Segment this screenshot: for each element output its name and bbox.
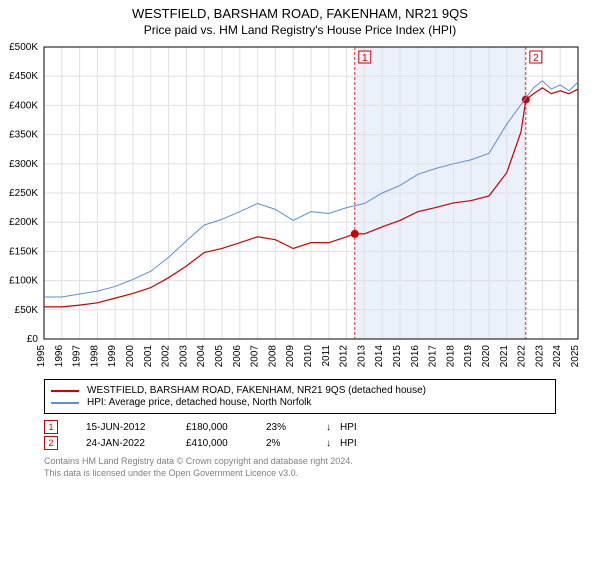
sale-marker: 1 <box>44 420 58 434</box>
svg-text:2007: 2007 <box>250 345 261 368</box>
svg-text:1995: 1995 <box>36 345 47 368</box>
sale-compare: HPI <box>340 438 380 449</box>
legend-swatch <box>51 402 79 404</box>
sale-diff: 23% <box>266 422 326 433</box>
svg-text:2017: 2017 <box>428 345 439 368</box>
legend: WESTFIELD, BARSHAM ROAD, FAKENHAM, NR21 … <box>44 379 556 414</box>
svg-text:£400K: £400K <box>9 100 38 111</box>
svg-text:£200K: £200K <box>9 217 38 228</box>
svg-text:2014: 2014 <box>374 345 385 368</box>
svg-text:2011: 2011 <box>321 345 332 367</box>
svg-text:2013: 2013 <box>356 345 367 368</box>
svg-text:2020: 2020 <box>481 345 492 368</box>
svg-text:2024: 2024 <box>552 345 563 368</box>
legend-swatch <box>51 390 79 392</box>
svg-text:£250K: £250K <box>9 188 38 199</box>
svg-text:2022: 2022 <box>517 345 528 368</box>
sale-row: 1 15-JUN-2012£180,00023%↓HPI <box>44 420 556 434</box>
page-subtitle: Price paid vs. HM Land Registry's House … <box>0 23 600 37</box>
svg-text:£350K: £350K <box>9 130 38 141</box>
svg-text:2015: 2015 <box>392 345 403 368</box>
line-chart-svg: 12£0£50K£100K£150K£200K£250K£300K£350K£4… <box>44 43 584 373</box>
svg-text:£100K: £100K <box>9 276 38 287</box>
legend-row: WESTFIELD, BARSHAM ROAD, FAKENHAM, NR21 … <box>51 385 549 396</box>
legend-label: HPI: Average price, detached house, Nort… <box>87 397 311 408</box>
footer-line-2: This data is licensed under the Open Gov… <box>44 468 556 480</box>
svg-text:2023: 2023 <box>534 345 545 368</box>
arrow-down-icon: ↓ <box>326 438 340 449</box>
sale-date: 15-JUN-2012 <box>86 422 186 433</box>
svg-text:1996: 1996 <box>54 345 65 368</box>
svg-text:2002: 2002 <box>161 345 172 368</box>
svg-text:£300K: £300K <box>9 159 38 170</box>
sale-price: £410,000 <box>186 438 266 449</box>
svg-text:1998: 1998 <box>89 345 100 368</box>
svg-text:2004: 2004 <box>196 345 207 368</box>
svg-text:2000: 2000 <box>125 345 136 368</box>
sale-date: 24-JAN-2022 <box>86 438 186 449</box>
svg-text:£500K: £500K <box>9 42 38 53</box>
sale-marker: 2 <box>44 436 58 450</box>
svg-text:2003: 2003 <box>178 345 189 368</box>
svg-text:2010: 2010 <box>303 345 314 368</box>
legend-row: HPI: Average price, detached house, Nort… <box>51 397 549 408</box>
sale-row: 2 24-JAN-2022£410,0002%↓HPI <box>44 436 556 450</box>
sales-table: 1 15-JUN-2012£180,00023%↓HPI 2 24-JAN-2022£… <box>44 420 556 450</box>
svg-text:2012: 2012 <box>339 345 350 368</box>
svg-text:£150K: £150K <box>9 246 38 257</box>
svg-text:2009: 2009 <box>285 345 296 368</box>
sale-compare: HPI <box>340 422 380 433</box>
svg-text:2001: 2001 <box>143 345 154 368</box>
page-title: WESTFIELD, BARSHAM ROAD, FAKENHAM, NR21 … <box>0 6 600 21</box>
footer-attribution: Contains HM Land Registry data © Crown c… <box>44 456 556 479</box>
svg-text:1: 1 <box>362 53 368 64</box>
legend-label: WESTFIELD, BARSHAM ROAD, FAKENHAM, NR21 … <box>87 385 426 396</box>
svg-text:2019: 2019 <box>463 345 474 368</box>
svg-text:2025: 2025 <box>570 345 581 368</box>
svg-text:1997: 1997 <box>72 345 83 368</box>
sale-price: £180,000 <box>186 422 266 433</box>
chart: 12£0£50K£100K£150K£200K£250K£300K£350K£4… <box>44 43 590 373</box>
svg-text:1999: 1999 <box>107 345 118 368</box>
arrow-down-icon: ↓ <box>326 422 340 433</box>
sale-diff: 2% <box>266 438 326 449</box>
svg-text:2006: 2006 <box>232 345 243 368</box>
svg-text:2016: 2016 <box>410 345 421 368</box>
footer-line-1: Contains HM Land Registry data © Crown c… <box>44 456 556 468</box>
svg-text:£450K: £450K <box>9 71 38 82</box>
svg-text:2021: 2021 <box>499 345 510 368</box>
svg-text:2005: 2005 <box>214 345 225 368</box>
svg-text:£0: £0 <box>27 334 39 345</box>
svg-text:2018: 2018 <box>445 345 456 368</box>
svg-text:2: 2 <box>533 53 539 64</box>
svg-text:2008: 2008 <box>267 345 278 368</box>
svg-text:£50K: £50K <box>15 305 39 316</box>
